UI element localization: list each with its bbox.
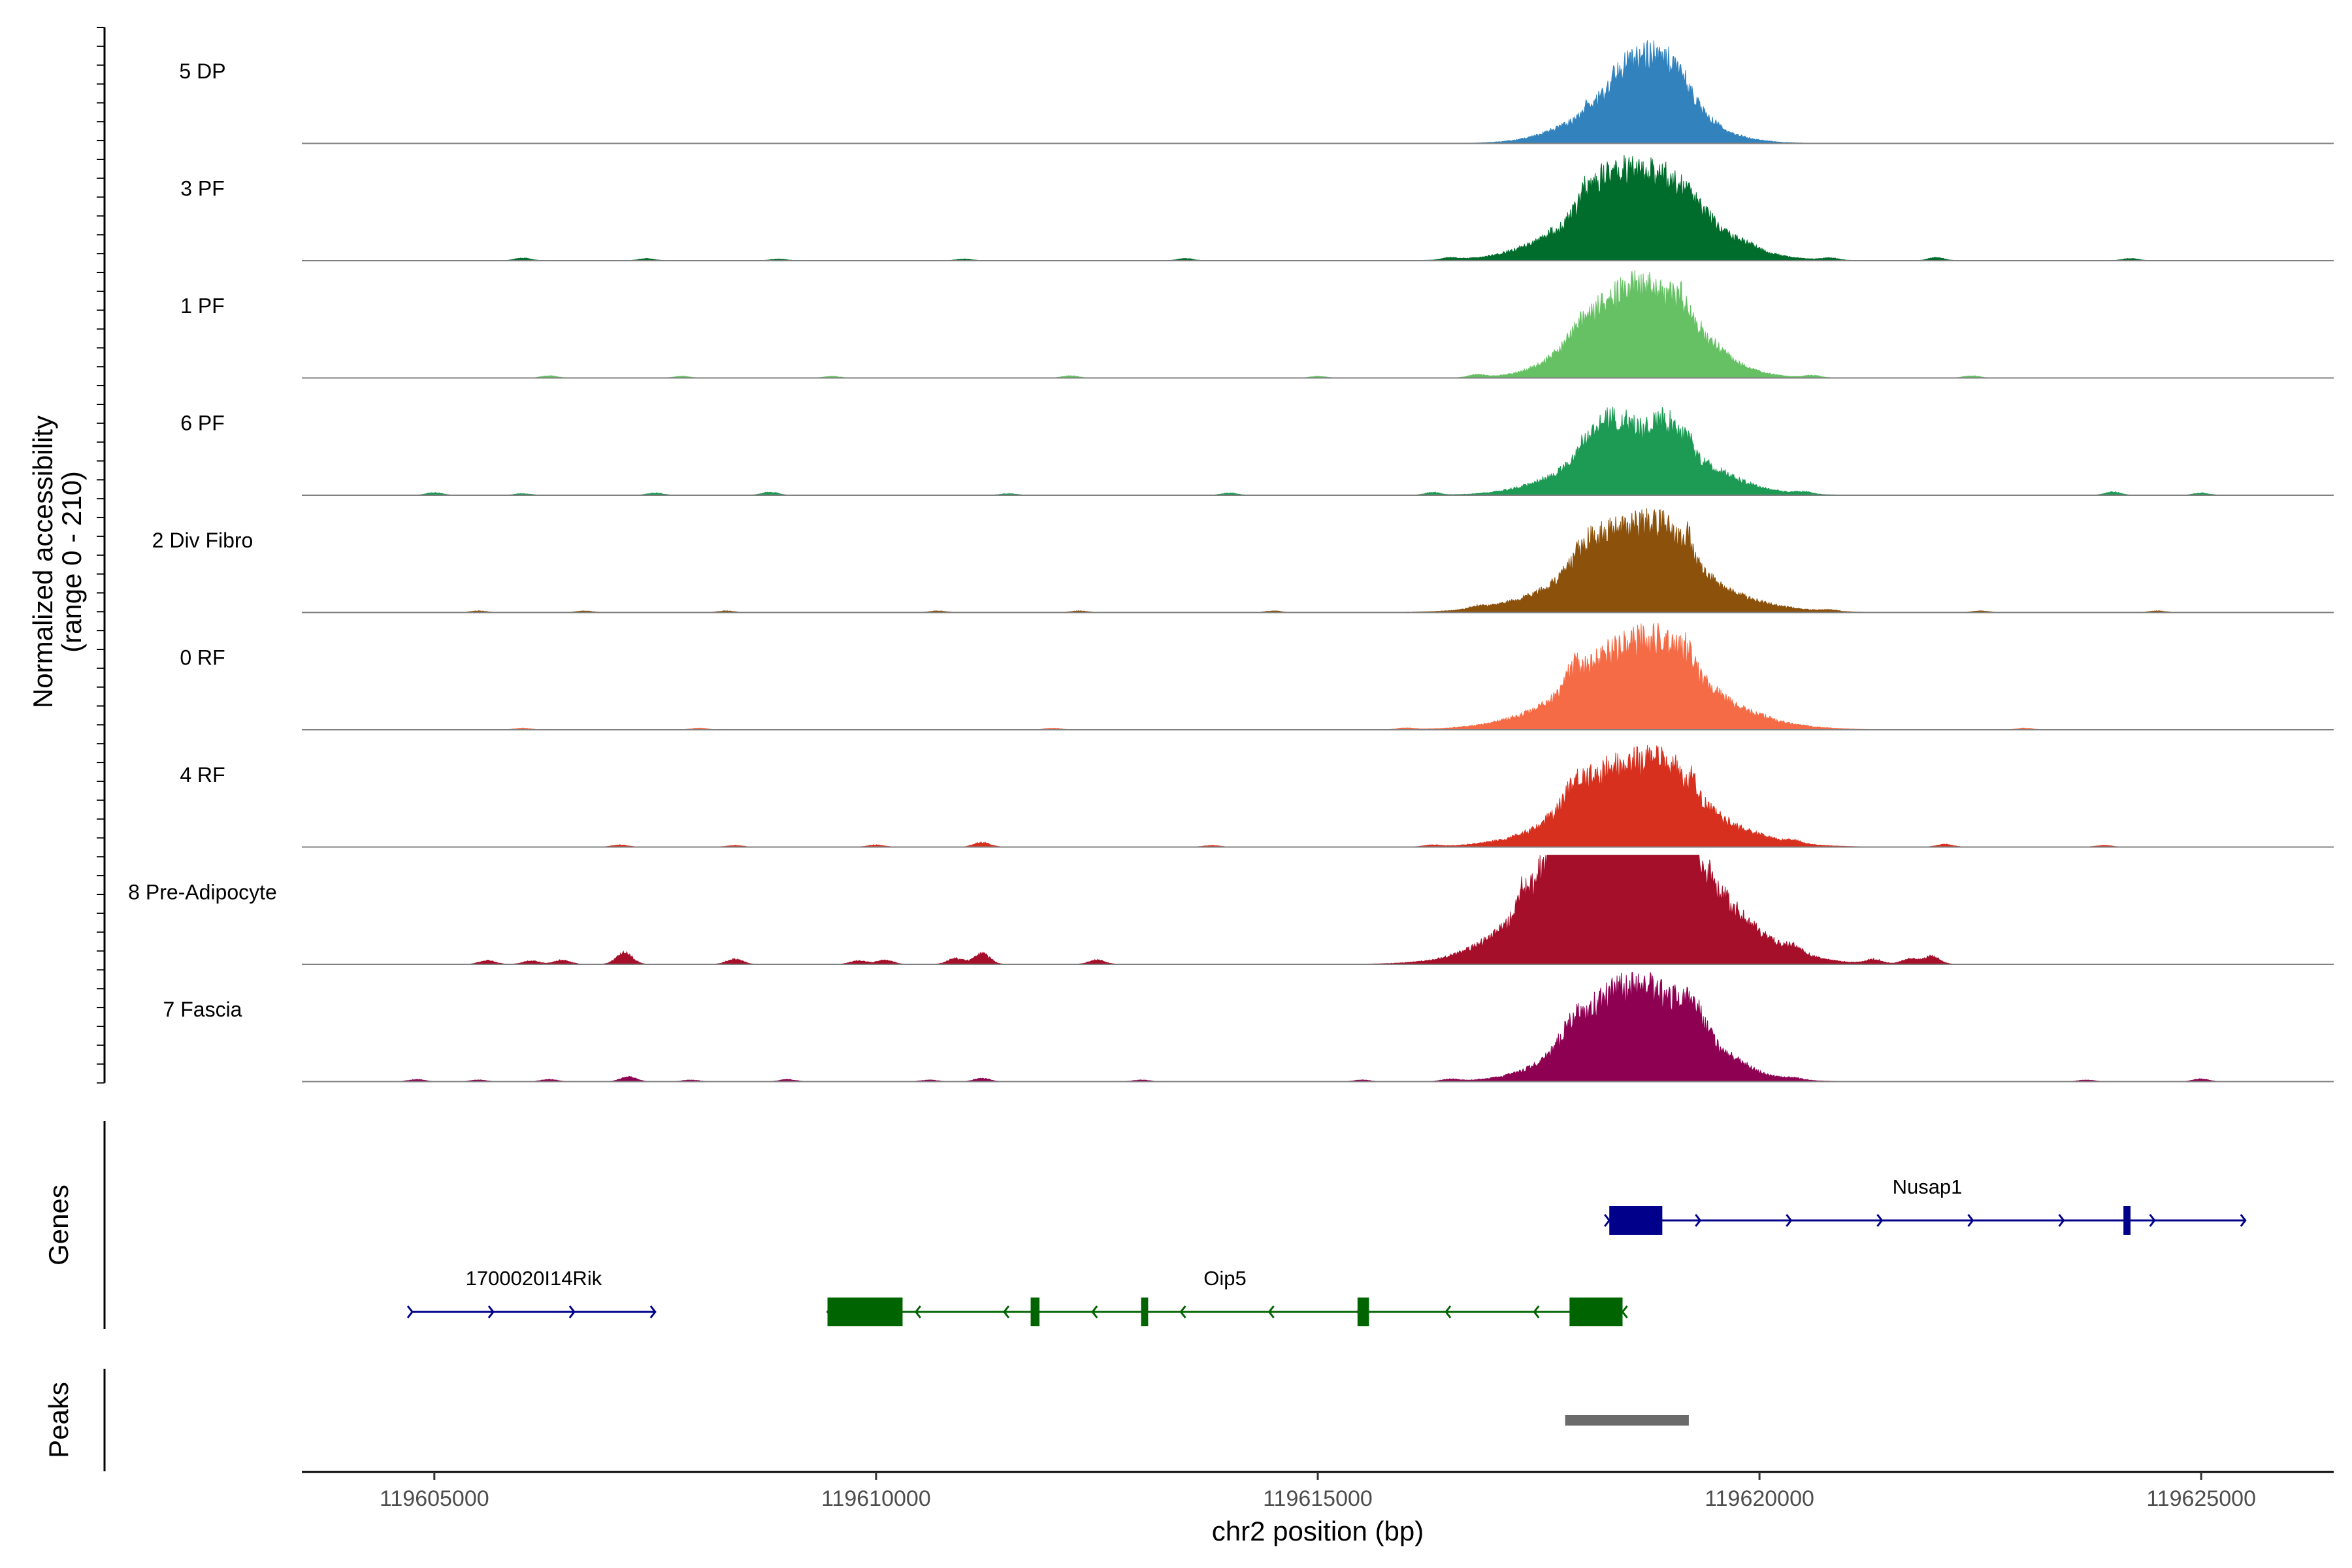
- coverage-area: [302, 508, 2334, 613]
- genes-title: Genes: [43, 1184, 74, 1266]
- strand-arrow: [1267, 1305, 1275, 1318]
- y-axis-title: Normalized accessibility(range 0 - 210): [27, 416, 87, 708]
- strand-arrow: [914, 1305, 921, 1318]
- track-label: 1 PF: [180, 294, 225, 318]
- track-5-dp: 5 DP: [179, 40, 2334, 144]
- track-label: 6 PF: [180, 411, 225, 434]
- y-axis-title-line: (range 0 - 210): [56, 471, 87, 653]
- strand-arrow: [1786, 1214, 1793, 1227]
- exon: [1141, 1298, 1149, 1326]
- exon: [1609, 1206, 1663, 1235]
- coverage-tracks: 5 DP 3 PF 1 PF 6 PF 2 Div Fibro 0 RF 4 RF 8 Pre…: [128, 40, 2334, 1083]
- coverage-area: [302, 40, 2334, 144]
- strand-arrow: [406, 1305, 414, 1318]
- coverage-area: [302, 855, 2334, 965]
- x-axis: 119605000 119610000 119615000 119620000 1196…: [302, 1471, 2334, 1546]
- peaks-title: Peaks: [43, 1382, 74, 1458]
- track-4-rf: 4 RF: [180, 745, 2334, 848]
- coverage-area: [302, 971, 2334, 1083]
- strand-arrow: [649, 1305, 657, 1318]
- track-1-pf: 1 PF: [180, 270, 2334, 379]
- track-label: 3 PF: [180, 176, 225, 200]
- gene-label: 1700020I14Rik: [466, 1267, 602, 1290]
- gene-oip5: Oip5: [826, 1267, 1628, 1326]
- exon: [1030, 1298, 1040, 1326]
- genes-panel: Genes Nusap1 1700020I14Rik Oip5: [43, 1121, 2247, 1329]
- gene-1700020i14rik: 1700020I14Rik: [406, 1267, 657, 1318]
- strand-arrow: [1091, 1305, 1098, 1318]
- strand-arrow: [1445, 1305, 1452, 1318]
- strand-arrow: [568, 1305, 576, 1318]
- strand-arrow: [1003, 1305, 1010, 1318]
- strand-arrow: [2149, 1214, 2156, 1227]
- strand-arrow: [2240, 1214, 2247, 1227]
- coverage-area: [302, 270, 2334, 379]
- x-tick-label: 119605000: [380, 1486, 489, 1511]
- track-label: 5 DP: [179, 59, 225, 83]
- x-axis-title: chr2 position (bp): [1212, 1516, 1424, 1546]
- gene-label: Nusap1: [1893, 1175, 1963, 1198]
- exon: [2123, 1206, 2131, 1235]
- gene-label: Oip5: [1203, 1267, 1246, 1290]
- y-axis-title-text: Normalized accessibility(range 0 - 210): [27, 416, 87, 708]
- coverage-area: [302, 623, 2334, 730]
- track-label: 8 Pre-Adipocyte: [128, 880, 277, 904]
- exon: [827, 1298, 903, 1326]
- x-tick-label: 119625000: [2146, 1486, 2256, 1511]
- strand-arrow: [1621, 1305, 1628, 1318]
- exon: [1357, 1298, 1369, 1326]
- exon: [1569, 1298, 1623, 1326]
- x-tick-label: 119610000: [821, 1486, 931, 1511]
- track-label: 2 Div Fibro: [152, 529, 253, 552]
- strand-arrow: [2058, 1214, 2065, 1227]
- track-7-fascia: 7 Fascia: [163, 971, 2334, 1083]
- track-8-pre-adipocyte: 8 Pre-Adipocyte: [128, 855, 2334, 965]
- track-label: 0 RF: [180, 645, 225, 669]
- coverage-area: [302, 406, 2334, 496]
- strand-arrow: [1533, 1305, 1540, 1318]
- track-0-rf: 0 RF: [180, 623, 2334, 730]
- y-axis-title-line: Normalized accessibility: [27, 416, 58, 708]
- coverage-area: [302, 155, 2334, 261]
- x-tick-label: 119620000: [1705, 1486, 1814, 1511]
- track-3-pf: 3 PF: [180, 155, 2334, 261]
- strand-arrow: [1179, 1305, 1186, 1318]
- left-axis: [97, 27, 106, 1084]
- gene-nusap1: Nusap1: [1604, 1175, 2247, 1235]
- strand-arrow: [487, 1305, 495, 1318]
- strand-arrow: [1967, 1214, 1974, 1227]
- strand-arrow: [1876, 1214, 1884, 1227]
- coverage-area: [302, 745, 2334, 847]
- peaks-panel: Peaks: [43, 1369, 1689, 1471]
- strand-arrow: [1695, 1214, 1702, 1227]
- track-2-div-fibro: 2 Div Fibro: [152, 508, 2334, 613]
- x-tick-label: 119615000: [1263, 1486, 1373, 1511]
- track-label: 4 RF: [180, 763, 225, 787]
- strand-arrow: [1604, 1214, 1611, 1227]
- peak-region: [1565, 1415, 1689, 1426]
- track-label: 7 Fascia: [163, 998, 242, 1021]
- track-6-pf: 6 PF: [180, 406, 2334, 496]
